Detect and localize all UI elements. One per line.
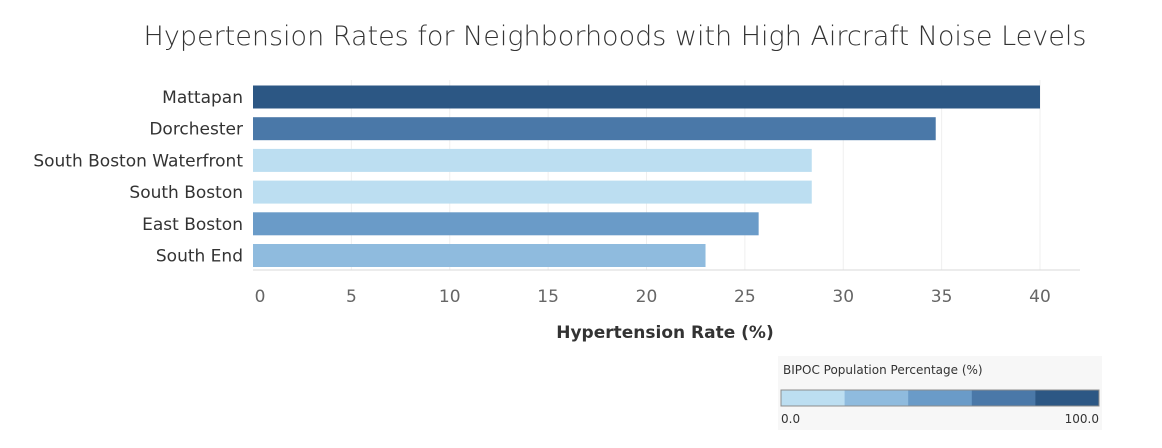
legend-min-label: 0.0 xyxy=(781,412,800,426)
x-tick-label: 30 xyxy=(832,287,854,307)
bar-mattapan xyxy=(253,85,1040,109)
x-tick-label: 10 xyxy=(439,287,461,307)
bars xyxy=(253,85,1040,267)
category-label: East Boston xyxy=(142,215,243,235)
legend-swatch xyxy=(844,390,909,406)
legend-swatches xyxy=(780,389,1100,407)
category-label: South End xyxy=(156,247,243,267)
category-label: South Boston Waterfront xyxy=(33,151,243,171)
x-tick-label: 0 xyxy=(255,287,266,307)
gridlines xyxy=(350,80,1041,270)
x-axis-title: Hypertension Rate (%) xyxy=(556,323,774,343)
x-tick-label: 20 xyxy=(636,287,658,307)
legend-max-label: 100.0 xyxy=(1065,412,1099,426)
legend-swatch xyxy=(971,390,1036,406)
legend-swatch xyxy=(1035,390,1100,406)
legend-swatch xyxy=(781,390,846,406)
x-tick-label: 40 xyxy=(1029,287,1051,307)
chart-title: Hypertension Rates for Neighborhoods wit… xyxy=(144,21,1087,52)
legend-border xyxy=(780,389,1100,407)
bar-south-boston xyxy=(253,180,812,204)
category-label: Mattapan xyxy=(162,88,243,108)
category-label: South Boston xyxy=(129,183,243,203)
bar-south-boston-waterfront xyxy=(253,148,812,172)
x-tick-label: 25 xyxy=(734,287,756,307)
category-labels: Mattapan Dorchester South Boston Waterfron… xyxy=(33,88,243,267)
legend: BIPOC Population Percentage (%) 0.0 100.… xyxy=(778,356,1102,430)
category-label: Dorchester xyxy=(149,120,243,140)
x-tick-label: 15 xyxy=(537,287,559,307)
x-tick-label: 35 xyxy=(931,287,953,307)
legend-title: BIPOC Population Percentage (%) xyxy=(783,363,983,377)
bar-dorchester xyxy=(253,117,936,141)
bar-east-boston xyxy=(253,212,759,236)
x-axis-ticks: 0 5 10 15 20 25 30 35 40 xyxy=(255,287,1051,307)
legend-swatch xyxy=(908,390,973,406)
bar-south-end xyxy=(253,244,706,267)
x-tick-label: 5 xyxy=(346,287,357,307)
